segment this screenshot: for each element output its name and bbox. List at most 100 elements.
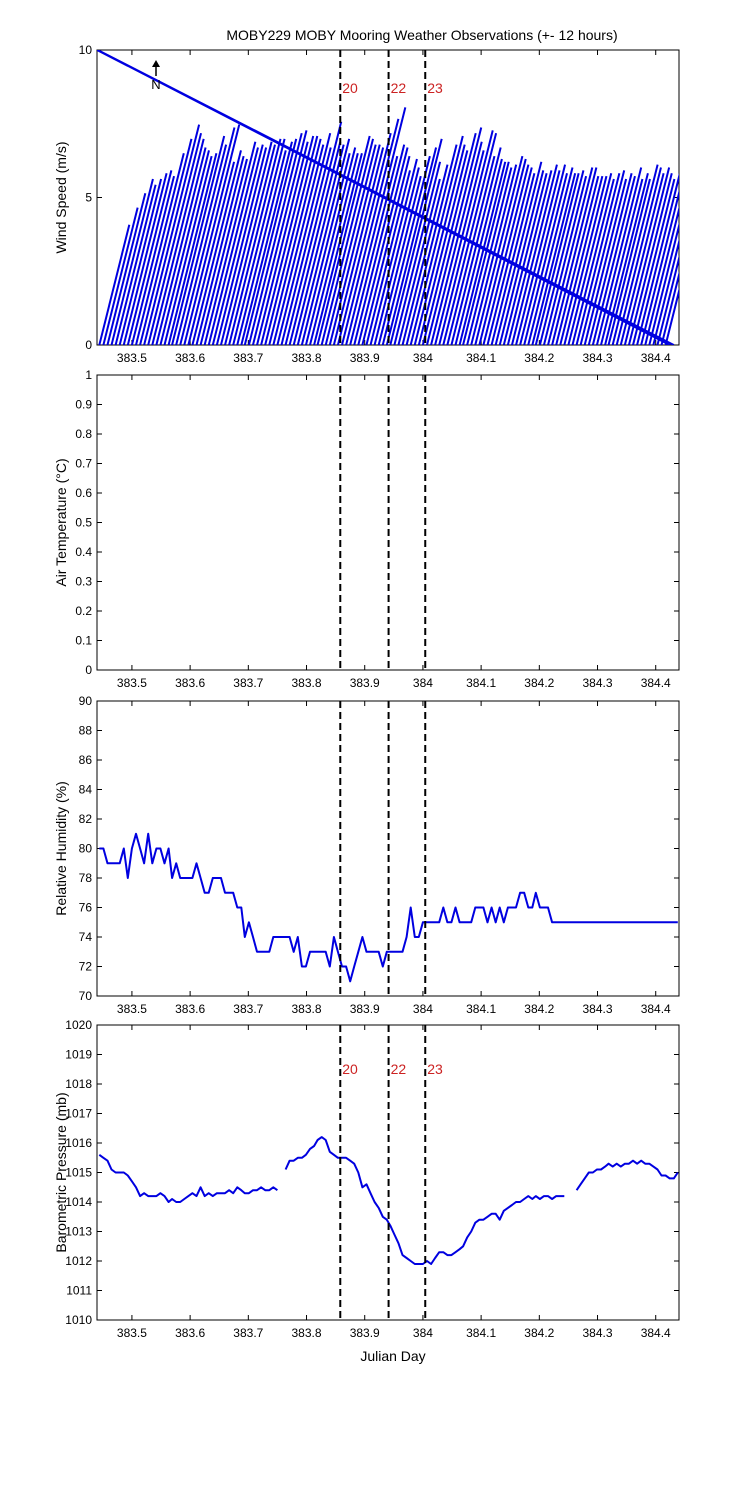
y-tick-label: 1 <box>85 368 92 382</box>
x-tick-label: 384.2 <box>524 1002 554 1016</box>
wind-stick <box>531 173 577 345</box>
y-tick-label: 0.6 <box>75 486 92 500</box>
y-tick-label: 0 <box>85 338 92 352</box>
wind-stick <box>615 167 662 345</box>
wind-stick <box>494 161 543 345</box>
wind-stick <box>543 175 588 345</box>
wind-stick <box>316 135 371 345</box>
wind-stick <box>482 164 530 345</box>
y-tick-label: 1018 <box>65 1077 92 1091</box>
wind-stick <box>243 138 298 345</box>
wind-stick <box>187 161 236 345</box>
y-tick-label: 1020 <box>65 1018 92 1032</box>
y-tick-label: 76 <box>79 901 93 915</box>
wind-stick <box>462 161 510 345</box>
x-tick-label: 384 <box>413 351 433 365</box>
wind-stick <box>648 221 679 345</box>
wind-stick <box>130 175 175 345</box>
wind-stick <box>280 147 332 345</box>
wind-stick <box>442 132 498 345</box>
wind-stick <box>660 270 679 345</box>
wind-stick <box>644 205 679 345</box>
wind-stick <box>510 164 558 345</box>
wind-stick <box>175 144 228 345</box>
x-tick-label: 383.6 <box>175 1002 205 1016</box>
wind-stick <box>369 158 418 345</box>
wind-stick <box>458 161 507 345</box>
x-tick-label: 384.2 <box>524 676 554 690</box>
data-layer <box>99 832 678 983</box>
x-tick-label: 383.9 <box>350 1326 380 1340</box>
x-tick-label: 384.1 <box>466 1002 496 1016</box>
wind-stick <box>652 238 679 345</box>
y-tick-label: 1013 <box>65 1225 92 1239</box>
wind-stick <box>324 144 377 345</box>
x-tick-label: 384.4 <box>641 676 671 690</box>
x-tick-label: 383.6 <box>175 676 205 690</box>
y-tick-label: 90 <box>79 694 93 708</box>
wind-stick <box>664 287 679 345</box>
wind-stick <box>381 155 431 345</box>
wind-stick <box>219 141 273 345</box>
wind-stick <box>636 172 679 345</box>
wind-stick <box>284 121 343 345</box>
y-tick-label: 1012 <box>65 1254 92 1268</box>
wind-stick <box>478 158 527 345</box>
wind-stick <box>486 167 533 345</box>
figure-title: MOBY229 MOBY Mooring Weather Observation… <box>226 27 617 43</box>
wind-stick <box>183 124 241 345</box>
wind-stick <box>309 152 359 345</box>
x-tick-label: 383.5 <box>117 351 147 365</box>
wind-stick <box>551 167 598 345</box>
y-tick-label: 0 <box>85 663 92 677</box>
wind-stick <box>126 170 173 345</box>
wind-stick <box>534 173 580 345</box>
wind-stick <box>276 132 332 345</box>
x-tick-label: 383.7 <box>233 1002 263 1016</box>
y-tick-label: 5 <box>85 191 92 205</box>
wind-stick <box>163 155 213 345</box>
y-tick-label: 1011 <box>66 1284 92 1298</box>
wind-stick <box>118 178 163 345</box>
wind-stick <box>353 144 406 345</box>
y-tick-label: 1019 <box>65 1048 92 1062</box>
wind-stick <box>240 141 293 345</box>
wind-stick <box>328 144 381 345</box>
wind-stick <box>191 150 242 345</box>
x-tick-label: 384 <box>413 1002 433 1016</box>
data-layer <box>97 50 679 345</box>
wind-stick <box>506 170 553 345</box>
y-tick-label: 80 <box>79 842 93 856</box>
wind-stick <box>361 155 411 345</box>
wind-stick <box>228 138 282 345</box>
wind-stick <box>122 173 168 345</box>
y-tick-label: 1015 <box>65 1166 92 1180</box>
y-tick-label: 88 <box>79 724 93 738</box>
wind-stick <box>595 167 643 345</box>
wind-stick <box>409 135 464 345</box>
wind-stick <box>490 173 536 345</box>
wind-stick <box>232 138 286 345</box>
wind-stick <box>377 175 422 345</box>
y-tick-label: 0.7 <box>75 457 92 471</box>
wind-stick <box>114 184 157 345</box>
x-tick-label: 383.8 <box>292 351 322 365</box>
event-marker-label: 20 <box>342 80 358 96</box>
y-tick-label: 1014 <box>65 1195 92 1209</box>
y-tick-label: 72 <box>79 960 93 974</box>
x-tick-label: 384.1 <box>466 351 496 365</box>
wind-stick <box>292 144 345 345</box>
wind-stick <box>619 173 665 345</box>
wind-stick <box>159 150 210 345</box>
x-tick-label: 384.3 <box>583 676 613 690</box>
wind-stick <box>106 193 147 345</box>
panel-wind: 383.5 383.6 383.7 383.8 383.9 384 384.1 384.2 38… <box>53 43 680 365</box>
y-tick-label: 1017 <box>65 1107 92 1121</box>
wind-stick <box>434 150 485 345</box>
y-tick-label: 74 <box>79 930 93 944</box>
wind-stick <box>627 173 673 345</box>
wind-stick <box>211 144 264 345</box>
data-line-barometric_pressure <box>575 1159 679 1191</box>
wind-stick <box>397 178 441 345</box>
y-tick-label: 82 <box>79 812 93 826</box>
